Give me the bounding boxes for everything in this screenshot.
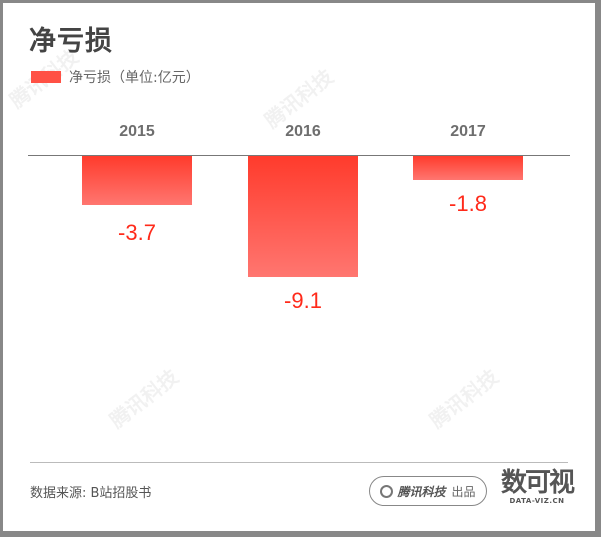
legend: 净亏损（单位:亿元） bbox=[31, 67, 200, 87]
publisher-badge: 腾讯科技 出品 bbox=[369, 476, 487, 506]
watermark: 腾讯科技 bbox=[425, 364, 503, 433]
bar-2016 bbox=[248, 156, 358, 277]
bar-2017 bbox=[413, 156, 523, 180]
category-label: 2016 bbox=[285, 123, 321, 140]
value-label: -3.7 bbox=[118, 220, 156, 245]
dataviz-logo: 数可视 DATA-VIZ.CN bbox=[500, 468, 575, 505]
value-label: -1.8 bbox=[449, 191, 487, 216]
logo-main: 数可视 bbox=[500, 468, 575, 498]
watermark: 腾讯科技 bbox=[105, 364, 183, 433]
footer-divider bbox=[30, 462, 568, 463]
category-label: 2017 bbox=[450, 123, 486, 140]
data-source: 数据来源: B站招股书 bbox=[30, 486, 152, 501]
value-label: -9.1 bbox=[284, 288, 322, 313]
publisher-suffix: 出品 bbox=[451, 484, 476, 499]
publisher-name: 腾讯科技 bbox=[397, 484, 446, 499]
category-label: 2015 bbox=[119, 123, 155, 140]
bar-2015 bbox=[82, 156, 192, 205]
legend-label: 净亏损（单位:亿元） bbox=[69, 70, 200, 86]
tencent-logo-icon bbox=[380, 484, 394, 498]
logo-sub: DATA-VIZ.CN bbox=[509, 497, 565, 505]
chart-title: 净亏损 bbox=[29, 26, 113, 57]
chart-card: 腾讯科技 腾讯科技 腾讯科技 腾讯科技 净亏损 净亏损（单位:亿元） 2015 … bbox=[3, 3, 595, 531]
legend-swatch bbox=[31, 71, 61, 83]
x-axis-line bbox=[28, 155, 570, 156]
